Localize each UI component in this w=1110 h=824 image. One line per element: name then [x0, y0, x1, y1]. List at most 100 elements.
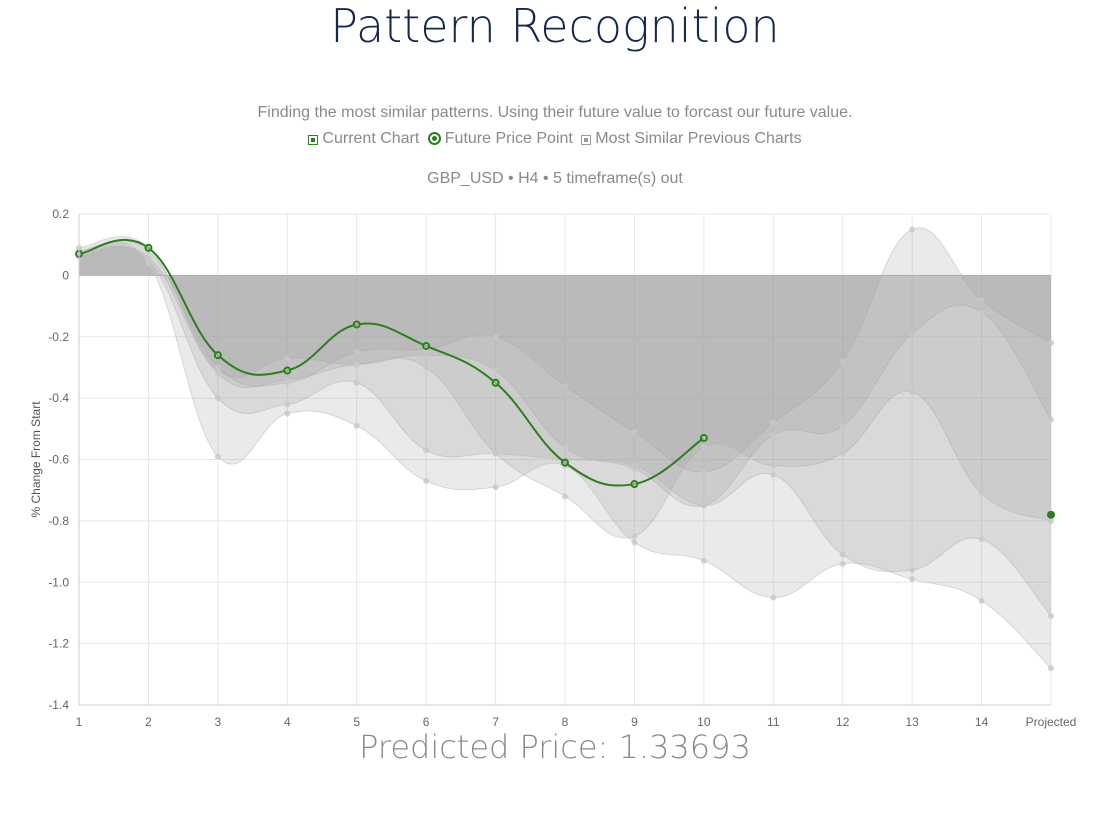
- similar-pattern-point: [770, 431, 777, 438]
- similar-pattern-point: [1048, 517, 1054, 524]
- current-chart-point: [491, 378, 500, 387]
- similar-pattern-point: [631, 462, 638, 469]
- chart-axes: 0.20-0.2-0.4-0.6-0.8-1.0-1.2-1.41 2 3 4 5 6 7 8…: [29, 207, 1076, 729]
- current-chart-point: [283, 366, 292, 375]
- page-title: Pattern Recognition: [330, 0, 780, 53]
- x-tick-label: 5: [353, 715, 360, 729]
- similar-pattern-point: [1048, 416, 1054, 423]
- x-tick-label: 9: [631, 715, 638, 729]
- x-tick-label: 1: [76, 715, 83, 729]
- legend-item-similar-charts[interactable]: Most Similar Previous Charts: [581, 130, 802, 148]
- similar-pattern-point: [353, 361, 360, 368]
- legend-item-current-chart[interactable]: Current Chart: [308, 130, 419, 148]
- current-chart-point: [213, 351, 222, 360]
- similar-pattern-point: [631, 539, 638, 546]
- current-chart-line: [78, 238, 705, 487]
- similar-pattern-point: [839, 560, 846, 567]
- y-tick-label: -0.6: [48, 453, 69, 467]
- x-tick-label: 11: [767, 715, 780, 729]
- y-tick-label: -0.8: [48, 514, 69, 528]
- chart-legend: Current Chart Future Price Point Most Si…: [0, 130, 1110, 148]
- square-marker-icon: [581, 135, 592, 145]
- similar-pattern-line: [78, 227, 1052, 473]
- similar-pattern-point: [284, 355, 291, 362]
- similar-pattern-point: [562, 444, 568, 451]
- y-axis-label: % Change From Start: [29, 401, 43, 518]
- similar-pattern-point: [1048, 665, 1054, 672]
- similar-pattern-point: [978, 296, 985, 303]
- similar-pattern-point: [909, 226, 916, 233]
- similar-pattern-point: [839, 358, 846, 365]
- square-marker-icon: [308, 135, 319, 145]
- x-tick-label: 4: [284, 715, 291, 729]
- current-chart-point: [422, 341, 431, 350]
- similar-pattern-area: [79, 246, 1051, 507]
- x-tick-label: 12: [836, 715, 850, 729]
- similar-pattern-point: [214, 453, 221, 460]
- x-tick-label: 13: [905, 715, 919, 729]
- y-tick-label: -0.4: [48, 391, 69, 405]
- similar-pattern-point: [700, 502, 707, 509]
- similar-pattern-point: [909, 330, 916, 337]
- y-tick-label: 0: [62, 268, 69, 282]
- similar-pattern-areas: [78, 227, 1052, 669]
- similar-pattern-point: [1048, 339, 1054, 346]
- similar-pattern-point: [839, 450, 846, 457]
- circle-marker-icon: [427, 132, 441, 145]
- x-tick-label: 3: [215, 715, 222, 729]
- x-tick-label: 8: [562, 715, 569, 729]
- similar-pattern-area: [79, 227, 1051, 472]
- similar-pattern-point: [423, 477, 430, 484]
- legend-label: Current Chart: [322, 130, 420, 147]
- similar-pattern-point: [214, 395, 221, 402]
- similar-pattern-point: [978, 490, 985, 497]
- similar-pattern-point: [562, 493, 568, 500]
- similar-pattern-point: [284, 401, 291, 408]
- x-tick-label: 10: [697, 715, 711, 729]
- y-tick-label: 0.2: [52, 207, 69, 221]
- similar-pattern-point: [423, 447, 430, 454]
- similar-pattern-point: [770, 462, 777, 469]
- similar-pattern-point: [562, 382, 568, 389]
- x-tick-label: 6: [423, 715, 430, 729]
- similar-pattern-point: [145, 260, 152, 267]
- x-tick-label: 7: [492, 715, 499, 729]
- similar-pattern-point: [492, 333, 499, 340]
- similar-pattern-point: [631, 428, 638, 435]
- similar-pattern-point: [631, 533, 638, 540]
- similar-pattern-point: [770, 419, 777, 426]
- similar-pattern-point: [700, 468, 707, 475]
- similar-pattern-point: [978, 309, 985, 316]
- chart-description: Finding the most similar patterns. Using…: [257, 104, 853, 121]
- y-tick-label: -0.2: [48, 330, 69, 344]
- similar-pattern-point: [353, 349, 360, 356]
- pattern-chart: 0.20-0.2-0.4-0.6-0.8-1.0-1.2-1.41 2 3 4 5 6 7 8…: [29, 207, 1076, 729]
- similar-pattern-points: [76, 226, 1054, 672]
- x-tick-label: 14: [975, 715, 989, 729]
- y-tick-label: -1.4: [48, 698, 69, 712]
- similar-pattern-point: [700, 444, 707, 451]
- similar-pattern-point: [978, 536, 985, 543]
- similar-pattern-point: [423, 364, 430, 371]
- similar-pattern-point: [284, 410, 291, 417]
- similar-pattern-point: [909, 388, 916, 395]
- legend-item-future-price-point[interactable]: Future Price Point: [427, 130, 573, 148]
- similar-pattern-point: [353, 379, 360, 386]
- similar-pattern-point: [423, 352, 430, 359]
- current-chart-point: [561, 458, 569, 467]
- future-price-point: [1047, 510, 1055, 519]
- similar-pattern-point: [770, 471, 777, 478]
- similar-pattern-point: [492, 450, 499, 457]
- similar-pattern-point: [978, 597, 985, 604]
- similar-pattern-point: [492, 367, 499, 374]
- chart-grid: [78, 213, 1052, 706]
- current-chart-point: [699, 434, 708, 443]
- similar-pattern-point: [700, 557, 707, 564]
- predicted-price: Predicted Price: 1.33693: [359, 728, 751, 766]
- legend-label: Future Price Point: [444, 130, 573, 147]
- x-tick-label: 2: [145, 715, 152, 729]
- current-chart-point: [352, 320, 361, 329]
- similar-pattern-point: [353, 422, 360, 429]
- legend-label: Most Similar Previous Charts: [595, 130, 802, 147]
- similar-pattern-area: [79, 245, 1051, 617]
